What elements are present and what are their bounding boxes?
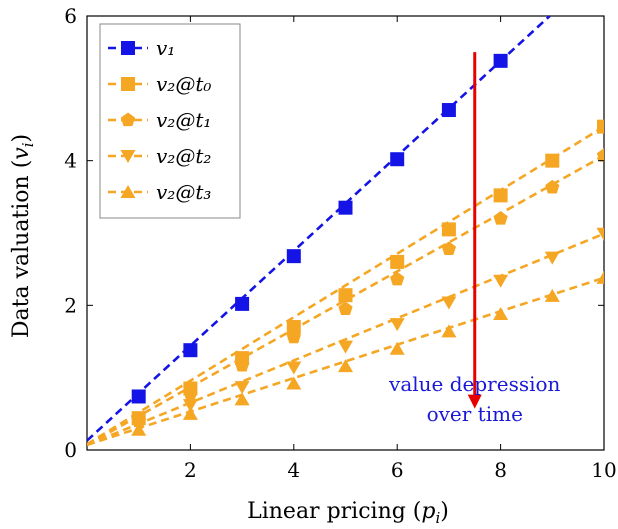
data-point <box>596 270 604 284</box>
y-tick-label: 4 <box>64 149 77 173</box>
data-point <box>338 288 353 303</box>
series-line-1 <box>87 125 604 446</box>
axis-ticks: 2 4 6 8 10 0 2 4 6 <box>64 4 616 482</box>
data-point <box>441 103 456 118</box>
x-tick-label: 2 <box>184 458 197 482</box>
legend-entry: v₂@t₂ <box>108 144 211 168</box>
data-point <box>234 381 250 395</box>
x-tick-label: 6 <box>391 458 404 482</box>
legend-label: v₂@t₀ <box>156 72 211 96</box>
annotation-text: over time <box>427 402 523 426</box>
data-point <box>183 386 198 400</box>
data-point <box>286 320 301 335</box>
data-point <box>596 227 604 241</box>
data-point <box>390 254 405 269</box>
legend-label: v₂@t₃ <box>156 180 211 204</box>
annotation-arrowhead <box>467 394 482 409</box>
series-2 <box>87 148 604 447</box>
legend-marker <box>120 150 136 163</box>
data-point <box>182 406 198 420</box>
data-point <box>493 274 509 288</box>
legend-marker <box>121 41 135 55</box>
y-tick-label: 0 <box>64 438 77 462</box>
data-point <box>441 222 456 237</box>
series-line-0 <box>87 16 551 442</box>
data-point <box>390 271 405 286</box>
series-line-3 <box>87 232 604 447</box>
legend: v₁ v₂@t₀ v₂@t₁ v₂@t₂ v₂@t₃ <box>99 23 241 219</box>
data-point <box>286 376 302 390</box>
data-point <box>493 307 509 321</box>
data-point <box>286 329 301 344</box>
data-point <box>131 389 146 404</box>
series-4 <box>87 270 604 447</box>
data-point <box>544 251 560 265</box>
legend-entry: v₂@t₀ <box>108 72 211 96</box>
data-point <box>338 200 353 215</box>
series-0 <box>87 16 551 442</box>
annotation: value depression over time <box>388 52 561 426</box>
y-axis-label: Data valuation (vi) <box>9 134 37 338</box>
legend-label: v₁ <box>156 36 175 60</box>
data-point <box>596 148 604 162</box>
data-point <box>544 288 560 302</box>
legend-entry: v₂@t₁ <box>108 108 211 132</box>
data-point <box>597 119 604 134</box>
legend-entry: v₂@t₃ <box>108 180 211 204</box>
x-tick-label: 10 <box>591 458 616 482</box>
legend-label: v₂@t₁ <box>156 108 211 132</box>
x-tick-label: 8 <box>494 458 507 482</box>
data-point <box>235 296 250 311</box>
data-point <box>389 341 405 355</box>
series-3 <box>87 227 604 447</box>
data-point <box>338 301 353 316</box>
legend-entry: v₁ <box>108 36 175 60</box>
data-point <box>493 53 508 68</box>
data-point <box>338 359 353 373</box>
data-point <box>182 399 198 413</box>
data-point <box>545 153 560 168</box>
data-point <box>493 211 508 225</box>
data-point <box>286 361 302 375</box>
series-line-2 <box>87 154 604 447</box>
data-point <box>390 152 405 167</box>
plot-area <box>86 15 605 451</box>
data-point <box>441 324 457 338</box>
legend-marker <box>120 112 136 127</box>
x-axis-label: Linear pricing (pi) <box>247 499 449 527</box>
data-point <box>545 179 560 194</box>
legend-marker <box>120 185 136 198</box>
y-tick-label: 2 <box>64 293 77 317</box>
data-point <box>441 241 457 255</box>
data-point <box>234 357 250 372</box>
data-point <box>286 249 301 264</box>
legend-marker <box>121 77 135 91</box>
data-point <box>338 340 353 354</box>
data-point <box>234 392 250 406</box>
y-tick-label: 6 <box>64 4 77 28</box>
data-point <box>389 318 405 332</box>
data-point <box>493 188 508 203</box>
data-point <box>441 296 457 310</box>
annotation-text: value depression <box>388 372 560 396</box>
data-point <box>131 422 147 436</box>
legend-label: v₂@t₂ <box>156 144 211 168</box>
data-point <box>183 343 198 358</box>
x-tick-label: 4 <box>287 458 300 482</box>
